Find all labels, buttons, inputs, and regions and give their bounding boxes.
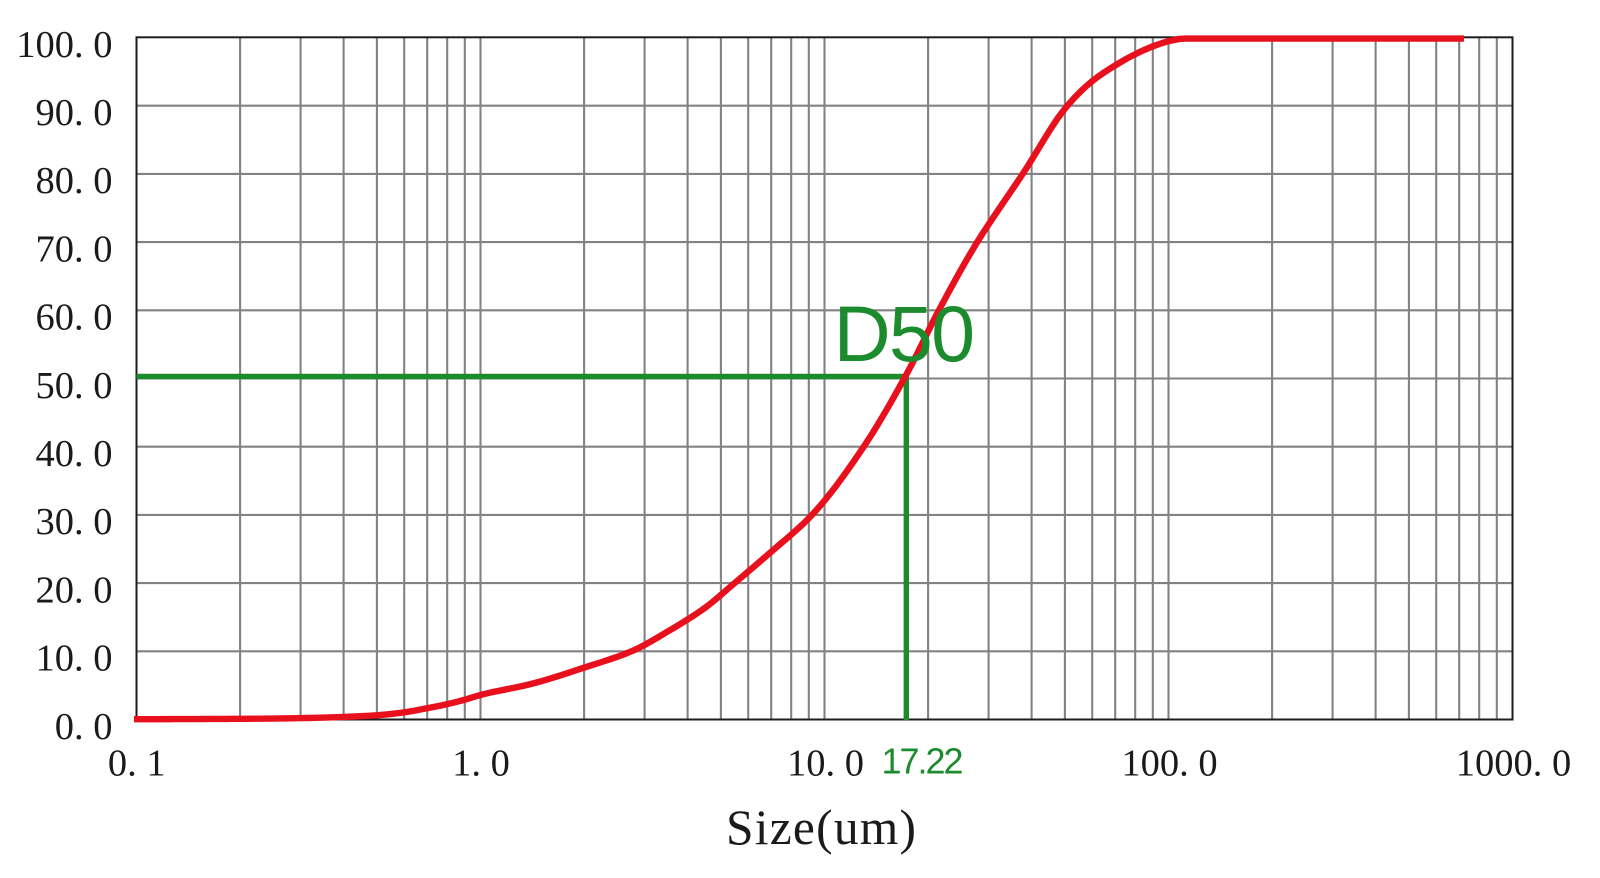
svg-text:0. 1: 0. 1 — [108, 743, 166, 785]
svg-text:10. 0: 10. 0 — [787, 743, 864, 785]
svg-text:0. 0: 0. 0 — [55, 706, 113, 748]
svg-text:10. 0: 10. 0 — [36, 638, 113, 680]
svg-text:D50: D50 — [834, 289, 974, 378]
svg-text:80. 0: 80. 0 — [36, 160, 113, 202]
svg-text:1. 0: 1. 0 — [452, 743, 510, 785]
svg-text:60. 0: 60. 0 — [36, 297, 113, 339]
svg-text:1000. 0: 1000. 0 — [1456, 743, 1572, 785]
svg-text:40. 0: 40. 0 — [36, 433, 113, 475]
svg-text:20. 0: 20. 0 — [36, 569, 113, 611]
svg-text:90. 0: 90. 0 — [36, 92, 113, 134]
svg-text:17.22: 17.22 — [881, 741, 962, 782]
svg-text:100. 0: 100. 0 — [1121, 743, 1217, 785]
svg-text:70. 0: 70. 0 — [36, 228, 113, 270]
svg-text:100. 0: 100. 0 — [16, 24, 112, 66]
svg-text:50. 0: 50. 0 — [36, 365, 113, 407]
svg-text:Size(um): Size(um) — [726, 800, 916, 855]
svg-text:30. 0: 30. 0 — [36, 501, 113, 543]
